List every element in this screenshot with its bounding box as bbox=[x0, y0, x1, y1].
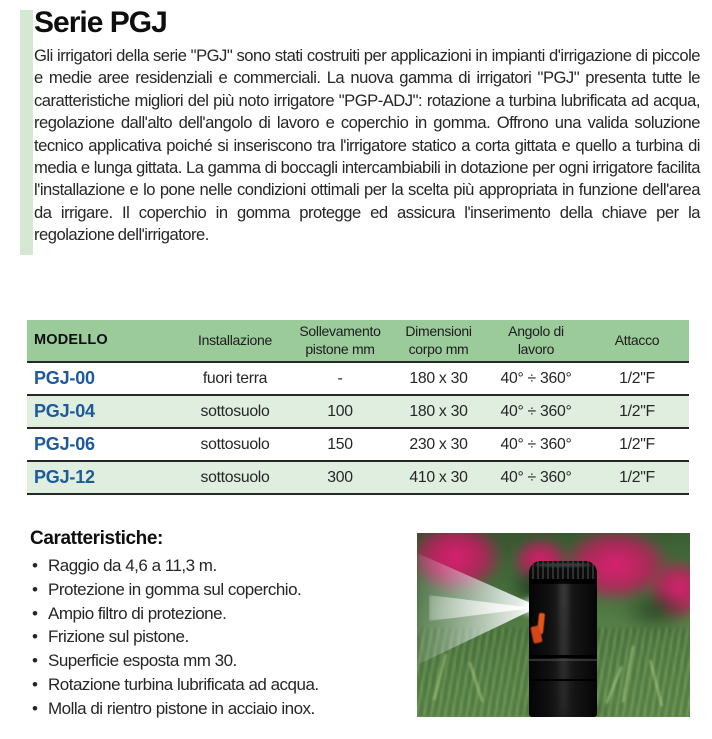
spec-table: MODELLO Installazione Sollevamento pisto… bbox=[27, 320, 689, 495]
feature-item: Rotazione turbina lubrificata ad acqua. bbox=[30, 673, 415, 697]
model-cell: PGJ-00 bbox=[27, 362, 180, 395]
spec-cell: sottosuolo bbox=[180, 428, 290, 461]
spec-cell: 1/2"F bbox=[585, 461, 689, 494]
column-header-attacco: Attacco bbox=[614, 331, 660, 348]
table-row: PGJ-04 sottosuolo 100 180 x 30 40° ÷ 360° 1/2… bbox=[27, 395, 689, 428]
model-cell: PGJ-04 bbox=[27, 395, 180, 428]
spec-cell: sottosuolo bbox=[180, 395, 290, 428]
spec-cell: 100 bbox=[290, 395, 390, 428]
sprinkler-cap-highlight bbox=[534, 563, 592, 567]
feature-item: Ampio filtro di protezione. bbox=[30, 602, 415, 626]
spec-cell: sottosuolo bbox=[180, 461, 290, 494]
spec-cell: 150 bbox=[290, 428, 390, 461]
intro-paragraph: Gli irrigatori della serie "PGJ" sono st… bbox=[34, 46, 701, 245]
spec-cell: fuori terra bbox=[180, 362, 290, 395]
table-row: PGJ-12 sottosuolo 300 410 x 30 40° ÷ 360° 1/2… bbox=[27, 461, 689, 494]
table-row: PGJ-06 sottosuolo 150 230 x 30 40° ÷ 360° 1/2… bbox=[27, 428, 689, 461]
sprinkler-collar bbox=[529, 579, 597, 584]
sprinkler-seam bbox=[529, 655, 597, 658]
brand-mark bbox=[530, 612, 549, 651]
feature-item: Protezione in gomma sul coperchio. bbox=[30, 578, 415, 602]
spec-cell: 410 x 30 bbox=[390, 461, 487, 494]
accent-bar bbox=[20, 10, 33, 255]
column-header-angolo: Angolo di lavoro bbox=[508, 323, 564, 357]
spec-cell: 40° ÷ 360° bbox=[487, 362, 585, 395]
spec-cell: 230 x 30 bbox=[390, 428, 487, 461]
column-header-sollevamento: Sollevamento pistone mm bbox=[299, 323, 381, 357]
feature-item: Raggio da 4,6 a 11,3 m. bbox=[30, 554, 415, 578]
table-row: PGJ-00 fuori terra -180 x 30 40° ÷ 360° 1/2"… bbox=[27, 362, 689, 395]
spec-cell: 1/2"F bbox=[585, 395, 689, 428]
spec-cell: 1/2"F bbox=[585, 428, 689, 461]
spec-table-body: PGJ-00 fuori terra -180 x 30 40° ÷ 360° 1/2"… bbox=[27, 362, 689, 494]
spec-cell: 180 x 30 bbox=[390, 395, 487, 428]
column-header-modello: MODELLO bbox=[34, 331, 108, 348]
product-photo bbox=[417, 533, 690, 717]
spec-cell: 300 bbox=[290, 461, 390, 494]
column-header-installazione: Installazione bbox=[198, 331, 272, 348]
spec-cell: 40° ÷ 360° bbox=[487, 395, 585, 428]
sprinkler-seam bbox=[529, 679, 597, 681]
model-cell: PGJ-06 bbox=[27, 428, 180, 461]
table-header-row: MODELLO Installazione Sollevamento pisto… bbox=[27, 320, 689, 362]
feature-item: Superficie esposta mm 30. bbox=[30, 649, 415, 673]
features-list: Raggio da 4,6 a 11,3 m.Protezione in gom… bbox=[30, 554, 415, 721]
sprinkler-seam bbox=[529, 659, 597, 661]
sprinkler-body bbox=[529, 561, 597, 717]
feature-item: Frizione sul pistone. bbox=[30, 625, 415, 649]
features-heading: Caratteristiche: bbox=[30, 528, 163, 549]
spec-cell: 180 x 30 bbox=[390, 362, 487, 395]
column-header-dimensioni: Dimensioni corpo mm bbox=[405, 323, 472, 357]
page-title: Serie PGJ bbox=[34, 6, 168, 39]
sprinkler-highlight bbox=[559, 583, 569, 711]
model-cell: PGJ-12 bbox=[27, 461, 180, 494]
foliage-shadow bbox=[609, 579, 690, 641]
spec-cell: - bbox=[290, 362, 390, 395]
spec-cell: 1/2"F bbox=[585, 362, 689, 395]
feature-item: Molla di rientro pistone in acciaio inox… bbox=[30, 697, 415, 721]
spec-cell: 40° ÷ 360° bbox=[487, 428, 585, 461]
spec-cell: 40° ÷ 360° bbox=[487, 461, 585, 494]
